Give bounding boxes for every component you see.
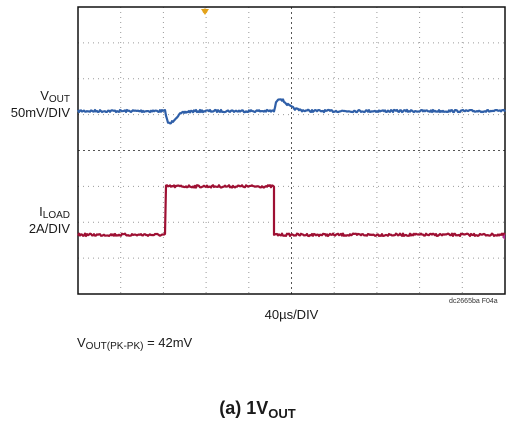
plot-frame <box>77 6 506 295</box>
trigger-marker <box>201 8 209 15</box>
oscilloscope-plot <box>77 6 506 295</box>
vout-scale-label: 50mV/DIV <box>10 105 70 120</box>
iload-scale-label: 2A/DIV <box>28 221 70 236</box>
graticule <box>78 7 505 294</box>
vout-channel-label: VOUT <box>40 88 70 105</box>
figure-id: dc2665ba F04a <box>449 298 498 305</box>
vout-trace <box>77 98 506 125</box>
figure-caption: (a) 1VOUT <box>219 398 296 421</box>
x-axis-label: 40µs/DIV <box>264 307 319 322</box>
measurement-text: VOUT(PK-PK) = 42mV <box>77 335 193 352</box>
iload-trace <box>77 184 506 238</box>
iload-channel-label: ILOAD <box>39 204 70 221</box>
ch2-level-marker <box>502 234 505 240</box>
